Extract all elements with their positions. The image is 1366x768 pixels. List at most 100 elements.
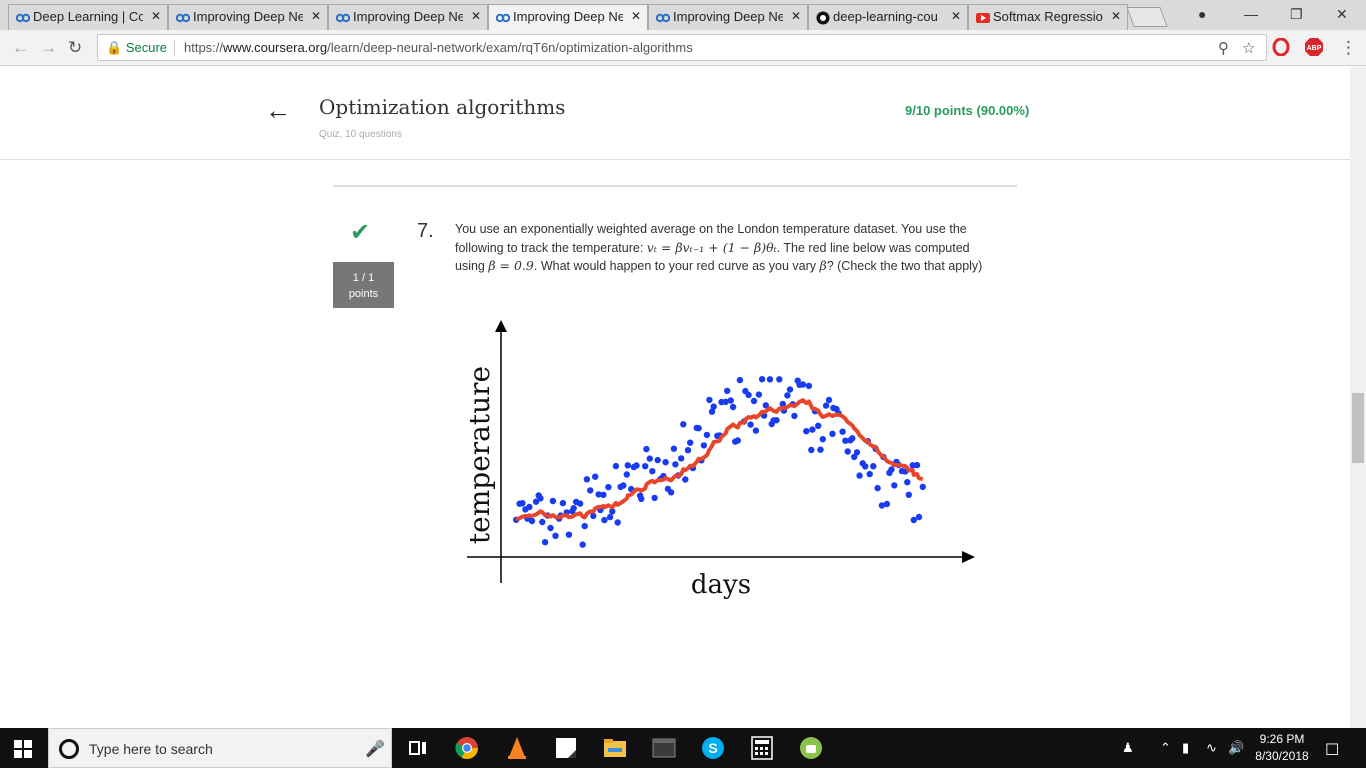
tab-1[interactable]: Improving Deep Ne ✕ [168,4,328,30]
points-label: points [348,288,379,300]
tab-6[interactable]: Softmax Regressio ✕ [968,4,1128,30]
show-hidden-icons[interactable]: ⌃ [1160,740,1171,755]
scatter-point [682,476,689,483]
scatter-point [870,463,877,470]
scatter-point [526,503,533,511]
scatter-point [822,402,830,409]
zoom-icon[interactable]: ⚲ [1218,40,1229,57]
tab-label: Improving Deep Ne [353,9,463,24]
android-icon[interactable] [799,736,823,760]
coursera-icon [336,13,350,23]
back-arrow-icon[interactable]: ← [265,95,291,125]
tab-5[interactable]: deep-learning-cou ✕ [808,4,968,30]
close-window-icon[interactable]: ✕ [1336,6,1348,22]
scatter-point [537,495,544,502]
windows-start-icon[interactable] [14,740,32,758]
tab-0[interactable]: Deep Learning | Co ✕ [8,4,168,30]
close-tab-icon[interactable]: ✕ [1110,9,1121,23]
scatter-point [866,470,873,478]
restore-icon[interactable]: ❐ [1290,6,1303,22]
scatter-point [815,422,822,429]
youtube-icon [976,13,990,23]
microphone-icon[interactable]: 🎤 [365,741,385,758]
opera-extension-icon[interactable] [1272,38,1290,56]
scatter-point [590,512,597,520]
minimize-icon[interactable]: — [1244,6,1258,22]
close-tab-icon[interactable]: ✕ [150,9,161,23]
terminal-icon[interactable] [652,736,676,760]
scatter-point [672,461,679,468]
url-text[interactable]: https://www.coursera.org/learn/deep-neur… [184,40,693,55]
scatter-point [662,459,669,466]
volume-icon[interactable]: 🔊 [1228,740,1245,755]
scatter-point [803,428,810,435]
tab-2[interactable]: Improving Deep Ne ✕ [328,4,488,30]
svg-text:S: S [708,740,717,756]
points-badge: 1 / 1 points [333,262,394,308]
scatter-point [565,531,573,538]
scatter-point [600,491,607,498]
close-tab-icon[interactable]: ✕ [470,9,481,23]
vlc-icon[interactable] [505,736,529,760]
notifications-icon[interactable]: ☐ [1325,742,1340,759]
divider [174,40,175,56]
scatter-point [736,376,744,384]
close-tab-icon[interactable]: ✕ [630,9,641,23]
menu-icon[interactable]: ⋮ [1340,38,1357,57]
close-tab-icon[interactable]: ✕ [790,9,801,23]
scrollbar-thumb[interactable] [1352,393,1364,463]
scatter-point [710,403,717,410]
x-axis-label: days [691,570,751,600]
wifi-icon[interactable]: ∿ [1206,740,1217,755]
scatter-point [570,505,577,512]
calculator-icon[interactable] [750,736,774,760]
close-tab-icon[interactable]: ✕ [310,9,321,23]
tab-label: Softmax Regressio [993,9,1103,24]
scatter-point [915,513,923,521]
scatter-point [762,402,769,409]
file-explorer-icon[interactable] [603,736,627,760]
question-text-part: . What would happen to your red curve as… [533,259,820,273]
scatter-points [513,376,926,548]
question-text: You use an exponentially weighted averag… [455,220,985,276]
chrome-icon[interactable] [455,736,479,760]
sticky-notes-icon[interactable] [554,736,578,760]
bookmark-star-icon[interactable]: ☆ [1242,40,1256,57]
scatter-point [799,381,807,388]
battery-icon[interactable]: ▮ [1182,740,1190,755]
coursera-icon [656,13,670,23]
secure-indicator[interactable]: 🔒 Secure [106,40,168,55]
skype-icon[interactable]: S [701,736,725,760]
cortana-icon[interactable] [59,739,79,759]
tab-4[interactable]: Improving Deep Ne ✕ [648,4,808,30]
scatter-point [695,425,702,432]
scatter-point [576,500,584,507]
scatter-point [651,494,658,502]
task-view-icon[interactable] [406,736,430,760]
quiz-header: ← Optimization algorithms Quiz, 10 quest… [0,67,1350,160]
temperature-chart: temperature days [463,320,975,600]
tab-3-active[interactable]: Improving Deep Ne ✕ [488,4,648,30]
scatter-point [747,421,754,428]
tab-label: Improving Deep Ne [673,9,783,24]
close-tab-icon[interactable]: ✕ [950,9,961,23]
taskbar-search[interactable]: Type here to search 🎤 [48,728,392,768]
scatter-point [581,522,588,530]
system-clock[interactable]: 9:26 PM 8/30/2018 [1252,731,1312,765]
scatter-point [587,487,594,494]
question-text-part: ? (Check the two that apply) [826,259,983,273]
scatter-point [839,428,846,435]
forward-icon[interactable]: → [40,38,57,57]
url-scheme: https:// [184,40,224,55]
scatter-point [649,468,656,475]
people-icon[interactable]: ♟ [1122,740,1134,755]
adblock-plus-icon[interactable]: ABP [1304,37,1324,57]
scatter-point [703,431,711,439]
scatter-point [614,519,621,526]
new-tab-button[interactable] [1126,7,1168,27]
scatter-point [819,436,826,443]
reload-icon[interactable]: ↻ [68,38,83,57]
back-icon[interactable]: ← [12,38,29,57]
address-bar[interactable]: 🔒 Secure https://www.coursera.org/learn/… [97,34,1267,61]
profile-icon[interactable]: ● [1198,6,1207,22]
